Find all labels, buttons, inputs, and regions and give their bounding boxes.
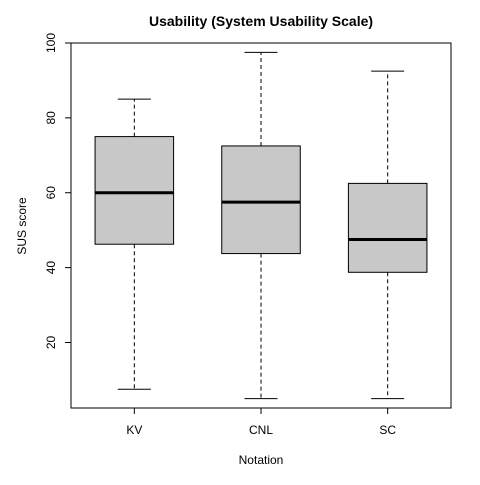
y-tick-label-40: 40 bbox=[44, 261, 58, 275]
chart-title: Usability (System Usability Scale) bbox=[149, 13, 373, 29]
y-axis-label: SUS score bbox=[15, 197, 29, 255]
box-cnl bbox=[221, 145, 301, 255]
y-tick-label-20: 20 bbox=[44, 335, 58, 349]
y-tick-label-100: 100 bbox=[44, 33, 58, 53]
box-kv bbox=[94, 136, 175, 245]
box-sc bbox=[347, 182, 428, 273]
y-tick-label-60: 60 bbox=[44, 186, 58, 200]
x-axis-label: Notation bbox=[239, 453, 284, 467]
y-tick-label-80: 80 bbox=[44, 111, 58, 125]
x-tick-label-kv: KV bbox=[126, 423, 142, 437]
x-tick-label-sc: SC bbox=[379, 423, 396, 437]
x-tick-label-cnl: CNL bbox=[249, 423, 273, 437]
plot-area: 20 40 60 80 100 KV CNL SC bbox=[44, 33, 452, 437]
